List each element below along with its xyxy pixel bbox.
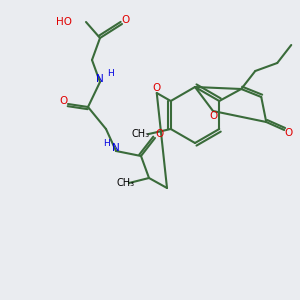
Text: O: O [60, 96, 68, 106]
Text: O: O [155, 129, 163, 139]
Text: O: O [153, 83, 161, 93]
Text: O: O [209, 111, 217, 121]
Text: N: N [112, 143, 120, 153]
Text: O: O [122, 15, 130, 25]
Text: N: N [96, 74, 104, 84]
Text: HO: HO [56, 17, 72, 27]
Text: CH₃: CH₃ [132, 129, 150, 139]
Text: H: H [106, 70, 113, 79]
Text: O: O [284, 128, 292, 138]
Text: CH₃: CH₃ [117, 178, 135, 188]
Text: H: H [103, 139, 110, 148]
